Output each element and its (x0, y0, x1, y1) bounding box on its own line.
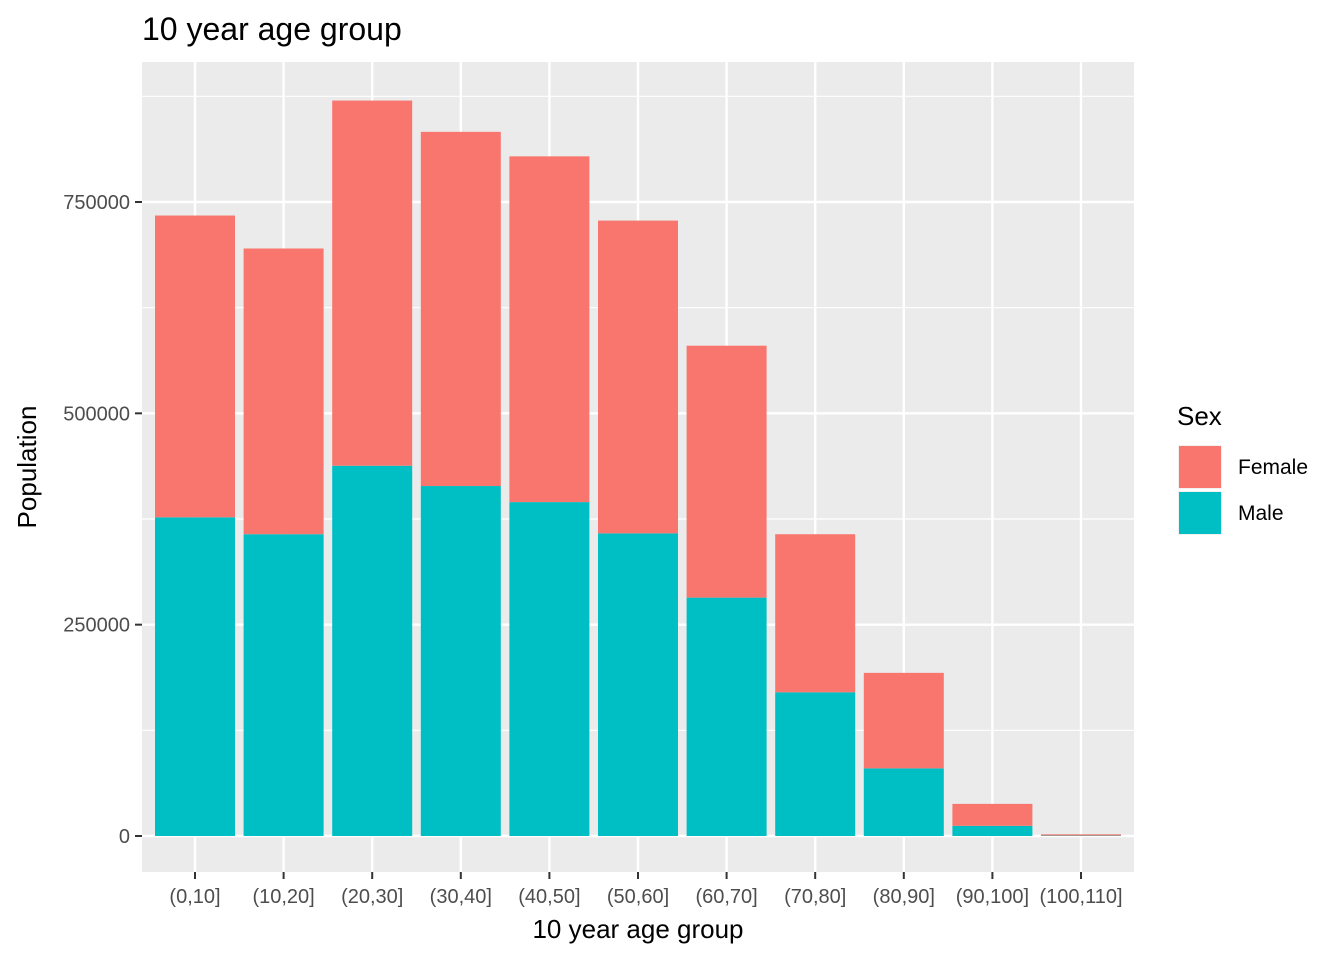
x-tick-label: (100,110] (1039, 886, 1122, 908)
bar-female (155, 215, 235, 518)
x-tick-label: (50,60] (607, 886, 669, 908)
bar-male (332, 465, 413, 836)
legend-label-male: Male (1238, 502, 1284, 525)
x-tick-label: (20,30] (341, 886, 403, 908)
bar-male (420, 486, 501, 836)
chart-title: 10 year age group (142, 11, 402, 47)
bar-male (155, 517, 235, 836)
bar-male (598, 533, 678, 836)
bar-male (775, 692, 856, 836)
x-axis-title: 10 year age group (532, 914, 743, 944)
x-tick-label: (30,40] (430, 886, 492, 908)
y-tick-label: 250000 (63, 615, 130, 637)
bar-female (332, 100, 413, 466)
bar-male (509, 502, 590, 836)
bars (155, 100, 1121, 836)
bar-female (509, 156, 590, 503)
legend-entries: Female Male (1178, 445, 1308, 535)
bar-female (952, 803, 1033, 826)
bar-female (775, 534, 856, 693)
x-tick-label: (60,70] (695, 886, 757, 908)
bar-female (420, 131, 501, 487)
y-tick-label: 500000 (63, 403, 130, 425)
legend: Sex Female Male (1177, 401, 1308, 535)
bar-male (243, 534, 324, 836)
x-axis: (0,10] (10,20] (20,30] (30,40] (40,50] (50,60… (169, 872, 1123, 908)
legend-title: Sex (1177, 401, 1222, 431)
x-tick-label: (90,100] (956, 886, 1029, 908)
bar-female (1041, 834, 1121, 836)
legend-label-female: Female (1238, 456, 1308, 479)
y-tick-label: 750000 (63, 192, 130, 214)
bar-female (863, 672, 944, 769)
bar-female (686, 345, 767, 598)
y-axis-title: Population (12, 406, 42, 529)
x-tick-label: (80,90] (873, 886, 935, 908)
y-axis: 0 250000 500000 750000 (63, 192, 142, 848)
legend-swatch-female (1179, 446, 1221, 488)
legend-swatch-male (1179, 492, 1221, 534)
x-tick-label: (0,10] (169, 886, 220, 908)
x-tick-label: (10,20] (252, 886, 314, 908)
bar-female (243, 248, 324, 535)
y-tick-label: 0 (119, 826, 130, 848)
bar-male (686, 597, 767, 836)
x-tick-label: (70,80] (784, 886, 846, 908)
bar-female (598, 220, 678, 534)
bar-male (863, 768, 944, 836)
x-tick-label: (40,50] (518, 886, 580, 908)
bar-male (952, 825, 1033, 836)
